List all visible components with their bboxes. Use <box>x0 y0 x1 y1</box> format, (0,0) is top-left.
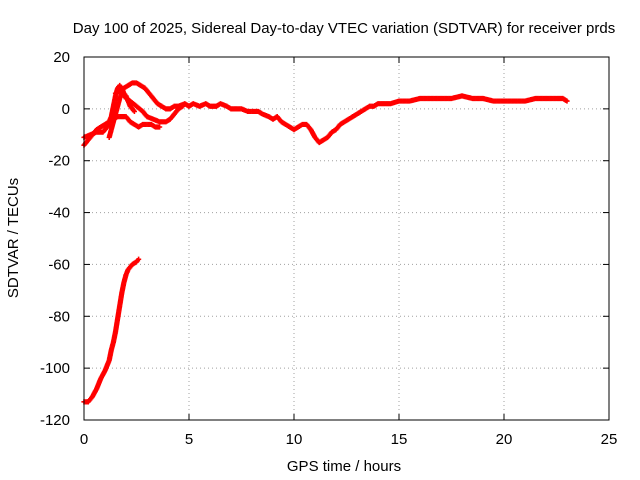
series-arc-3 <box>106 90 137 140</box>
y-axis-label: SDTVAR / TECUs <box>5 178 22 298</box>
y-tick-label: -120 <box>40 412 70 429</box>
data-point <box>136 256 142 262</box>
x-tick-label: 5 <box>185 431 193 448</box>
series-low-arc <box>81 256 142 405</box>
axis-ticks: 0 5 10 15 20 25 -120 -100 -80 -60 -40 -20 0 20 <box>40 49 617 448</box>
y-tick-label: -100 <box>40 360 70 377</box>
y-tick-label: 0 <box>62 101 70 118</box>
data-point <box>131 108 137 115</box>
series-arc-4 <box>112 80 182 112</box>
x-tick-label: 20 <box>496 431 513 448</box>
data-points <box>81 80 570 405</box>
y-tick-label: -80 <box>48 308 70 325</box>
series-main <box>175 93 570 146</box>
y-tick-label: -60 <box>48 256 70 273</box>
plot-frame <box>83 56 610 421</box>
chart-title: Day 100 of 2025, Sidereal Day-to-day VTE… <box>73 20 615 37</box>
x-axis-label: GPS time / hours <box>287 458 401 475</box>
y-tick-label: -40 <box>48 205 70 222</box>
data-point <box>564 98 570 104</box>
x-tick-label: 25 <box>601 431 618 448</box>
x-tick-label: 0 <box>80 431 88 448</box>
x-tick-label: 10 <box>286 431 303 448</box>
x-tick-label: 15 <box>391 431 408 448</box>
y-tick-label: -20 <box>48 153 70 170</box>
grid-lines <box>84 57 609 420</box>
data-point <box>157 124 163 130</box>
y-tick-label: 20 <box>53 49 70 66</box>
